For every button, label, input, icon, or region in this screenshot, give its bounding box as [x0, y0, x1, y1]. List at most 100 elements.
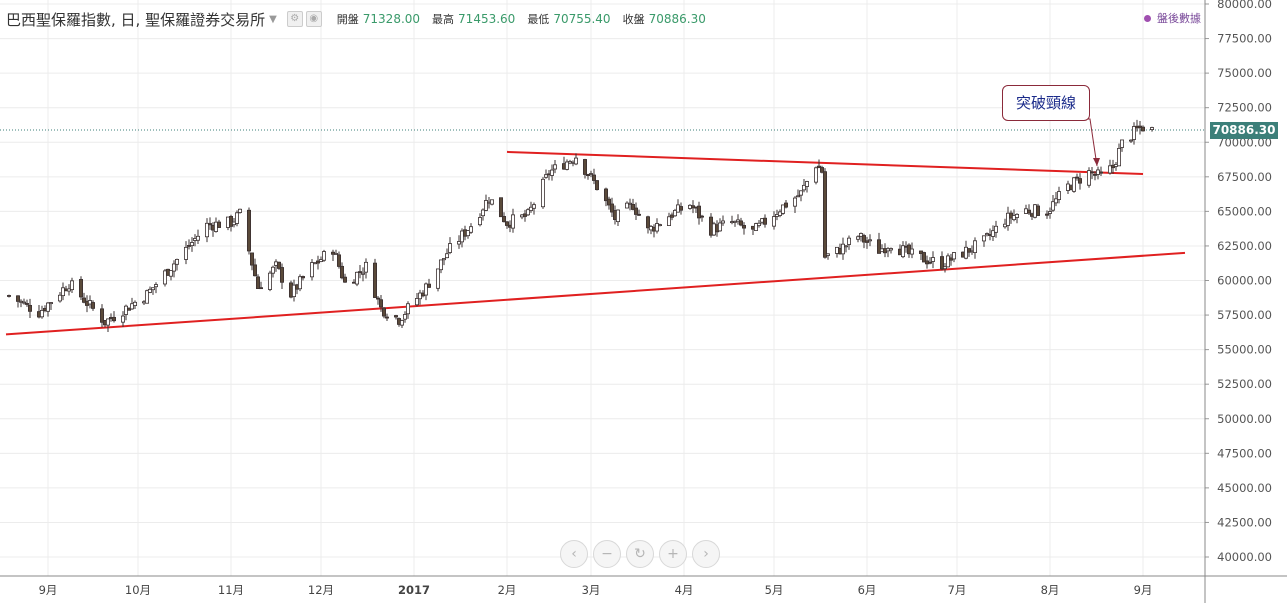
chart-header: 巴西聖保羅指數, 日, 聖保羅證券交易所 ▼ ⚙ ◉ 開盤 71328.00 最…: [6, 8, 706, 30]
candle-body: [381, 307, 386, 317]
candle-body: [1048, 211, 1053, 214]
candle-body: [24, 303, 29, 305]
candle-body: [1099, 171, 1104, 174]
candle-body: [721, 220, 726, 224]
candle-body: [865, 240, 870, 243]
candle-body: [541, 178, 546, 208]
chevron-down-icon[interactable]: ▼: [269, 13, 277, 25]
candle-body: [1045, 213, 1050, 216]
candle-body: [480, 209, 485, 217]
low-label: 最低: [527, 13, 550, 26]
x-tick-label: 7月: [948, 583, 967, 597]
candle-body: [144, 290, 149, 304]
y-tick-label: 55000.00: [1217, 343, 1272, 357]
candle-body: [375, 297, 380, 300]
candle-body: [132, 301, 137, 306]
candle-body: [58, 294, 63, 302]
candle-body: [532, 204, 537, 209]
candle-body: [402, 314, 407, 320]
candle-body: [255, 276, 260, 289]
trendlines: [5, 150, 1186, 336]
candle-body: [183, 246, 188, 260]
candle-body: [270, 266, 275, 274]
candle-body: [928, 261, 933, 264]
candle-body: [147, 288, 152, 293]
candle-body: [1150, 127, 1155, 130]
candle-body: [174, 259, 179, 265]
candle-body: [841, 243, 846, 255]
candle-body: [604, 188, 609, 202]
candle-body: [438, 259, 443, 271]
nav-prev-icon[interactable]: ‹: [560, 540, 588, 568]
candle-body: [616, 209, 621, 223]
candle-body: [195, 235, 200, 241]
candle-body: [1132, 126, 1137, 140]
after-hours-label: 盤後數據: [1157, 12, 1201, 25]
settings-icon[interactable]: ⚙: [286, 11, 303, 27]
candle-body: [868, 239, 873, 242]
candle-body: [646, 216, 651, 229]
candle-body: [216, 221, 221, 228]
annotation-callout[interactable]: 突破頸線: [1002, 85, 1090, 121]
support-trendline: [5, 251, 1186, 336]
x-tick-label: 10月: [125, 583, 151, 597]
after-hours-toggle[interactable]: 盤後數據: [1144, 10, 1201, 26]
x-tick-label: 11月: [218, 583, 244, 597]
candle-body: [321, 251, 326, 261]
candle-body: [15, 295, 20, 302]
candle-body: [189, 242, 194, 247]
candle-body: [655, 223, 660, 232]
high-label: 最高: [432, 13, 455, 26]
candle-body: [793, 197, 798, 207]
after-hours-dot: [1144, 14, 1151, 22]
candle-body: [504, 221, 509, 226]
close-value: 70886.30: [648, 12, 706, 26]
candle-body: [592, 174, 597, 181]
candle-body: [1090, 171, 1095, 174]
candle-body: [162, 270, 167, 285]
candle-body: [49, 302, 54, 305]
candle-body: [1141, 126, 1146, 132]
candle-body: [27, 304, 32, 312]
candle-body: [91, 302, 96, 309]
candle-body: [526, 209, 531, 216]
chart-nav-bar: ‹ − ↻ + ›: [560, 540, 720, 568]
candle-body: [1006, 212, 1011, 226]
candle-body: [607, 198, 612, 206]
hide-icon[interactable]: ◉: [305, 11, 322, 27]
candle-body: [1057, 191, 1062, 200]
candle-body: [441, 258, 446, 261]
reset-icon[interactable]: ↻: [626, 540, 654, 568]
candle-body: [946, 255, 951, 268]
candle-body: [565, 161, 570, 170]
candle-body: [550, 169, 555, 176]
candle-body: [378, 299, 383, 308]
candle-body: [589, 173, 594, 175]
candle-body: [465, 230, 470, 237]
candle-body: [658, 224, 663, 227]
candle-body: [583, 159, 588, 175]
y-tick-label: 57500.00: [1217, 308, 1272, 322]
candle-body: [234, 212, 239, 224]
zoom-out-icon[interactable]: −: [593, 540, 621, 568]
candle-body: [847, 237, 852, 245]
nav-next-icon[interactable]: ›: [692, 540, 720, 568]
candle-body: [763, 217, 768, 225]
close-label: 收盤: [622, 13, 645, 26]
x-tick-label: 12月: [308, 583, 334, 597]
candle-body: [799, 190, 804, 196]
zoom-in-icon[interactable]: +: [659, 540, 687, 568]
chart-title[interactable]: 巴西聖保羅指數, 日, 聖保羅證券交易所: [6, 10, 266, 29]
candle-body: [456, 241, 461, 245]
y-tick-label: 80000.00: [1217, 0, 1272, 11]
candle-body: [7, 295, 12, 297]
candle-body: [40, 309, 45, 318]
candle-body: [100, 308, 105, 323]
candle-body: [393, 315, 398, 318]
candle-body: [426, 283, 431, 288]
candle-body: [700, 215, 705, 218]
candle-body: [207, 223, 212, 226]
candle-body: [1015, 213, 1020, 218]
candle-body: [784, 202, 789, 208]
